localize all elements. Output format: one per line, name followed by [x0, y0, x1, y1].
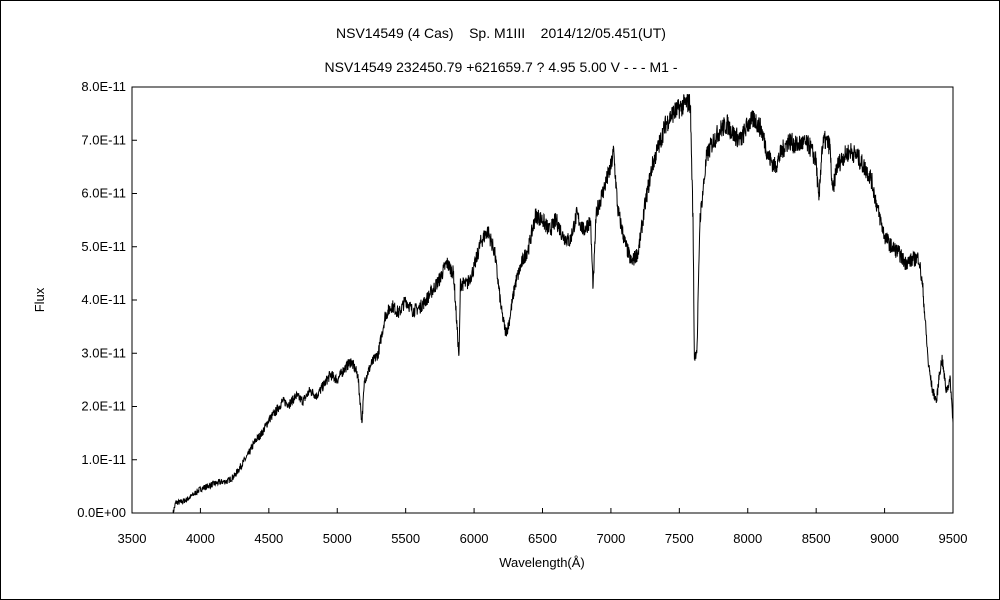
x-tick-label: 8000	[733, 531, 762, 546]
x-tick-label: 9500	[939, 531, 968, 546]
y-tick-label: 5.0E-11	[81, 239, 126, 254]
x-axis-label: Wavelength(Å)	[499, 555, 585, 570]
y-tick-label: 0.0E+00	[77, 505, 126, 520]
x-tick-label: 6500	[528, 531, 557, 546]
x-tick-label: 9000	[870, 531, 899, 546]
plot-area	[131, 86, 954, 514]
series-layer	[172, 93, 954, 514]
spectrum-line	[172, 93, 954, 514]
x-tick-label: 4000	[186, 531, 215, 546]
y-axis-label: Flux	[32, 287, 47, 312]
x-tick-label: 3500	[118, 531, 147, 546]
y-tick-label: 3.0E-11	[81, 345, 126, 360]
y-axis-ticks: 0.0E+00 1.0E-11 2.0E-11 3.0E-11 4.0E-11 5.0E-…	[77, 79, 137, 520]
x-tick-label: 7500	[665, 531, 694, 546]
x-tick-label: 5000	[323, 531, 352, 546]
x-tick-label: 4500	[254, 531, 283, 546]
y-tick-label: 6.0E-11	[81, 186, 126, 201]
x-tick-label: 8500	[802, 531, 831, 546]
y-tick-label: 8.0E-11	[81, 79, 126, 94]
x-axis-ticks: 3500 4000 4500 5000 5500 6000 6500 7000 7500 8000…	[118, 508, 968, 546]
x-tick-label: 5500	[391, 531, 420, 546]
chart-subtitle: NSV14549 232450.79 +621659.7 ? 4.95 5.00…	[324, 59, 678, 75]
y-tick-label: 7.0E-11	[81, 132, 126, 147]
chart-title: NSV14549 (4 Cas) Sp. M1III 2014/12/05.45…	[336, 25, 666, 41]
y-tick-label: 2.0E-11	[81, 399, 126, 414]
x-tick-label: 6000	[460, 531, 489, 546]
y-tick-label: 1.0E-11	[81, 452, 126, 467]
x-tick-label: 7000	[596, 531, 625, 546]
y-tick-label: 4.0E-11	[81, 292, 126, 307]
